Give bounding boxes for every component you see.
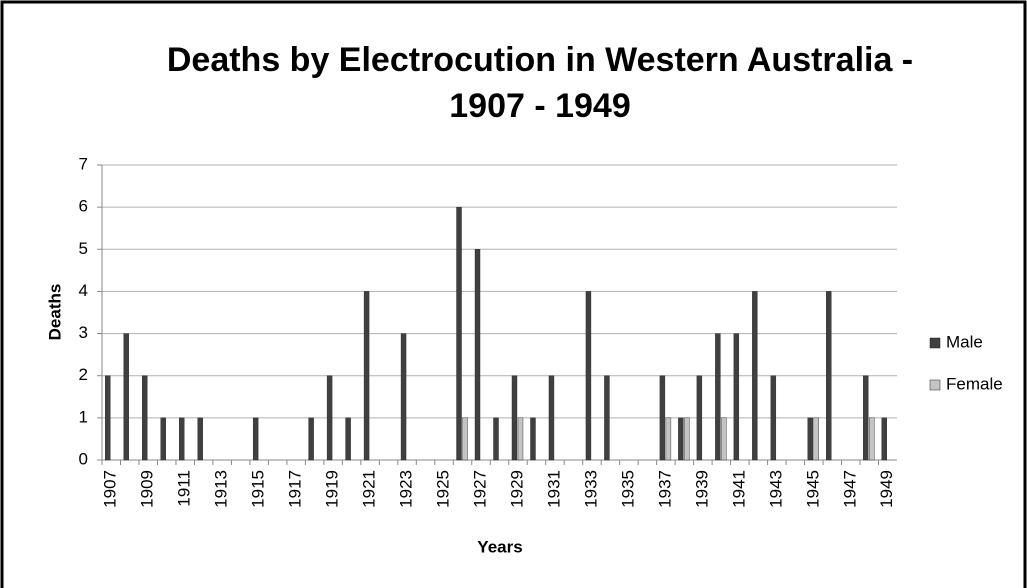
x-tick-label: 1907	[101, 470, 120, 508]
y-tick-label: 3	[79, 323, 88, 342]
x-tick-label: 1943	[766, 470, 785, 508]
x-tick-label: 1921	[360, 470, 379, 508]
x-tick-label: 1913	[212, 470, 231, 508]
legend-swatch	[929, 337, 941, 349]
bar	[178, 417, 185, 461]
y-tick-label: 2	[79, 365, 88, 384]
x-tick-label: 1935	[618, 470, 637, 508]
bar	[665, 417, 672, 461]
x-tick-label: 1925	[434, 470, 453, 508]
x-tick-label: 1931	[544, 470, 563, 508]
x-tick-label: 1949	[877, 470, 896, 508]
bar	[363, 291, 370, 461]
x-tick-label: 1919	[323, 470, 342, 508]
bar	[548, 375, 555, 461]
bar	[684, 417, 690, 461]
bar	[105, 375, 111, 461]
legend-label: Female	[946, 374, 1003, 393]
x-tick-label: 1923	[397, 470, 416, 508]
bar	[715, 333, 721, 461]
y-tick-label: 7	[79, 154, 88, 173]
y-tick-label: 5	[79, 239, 88, 258]
bar	[696, 375, 703, 461]
chart-subtitle: 1907 - 1949	[449, 87, 631, 125]
x-tick-label: 1945	[803, 470, 822, 508]
bar	[869, 417, 875, 461]
x-tick-label: 1937	[655, 470, 674, 508]
bar	[813, 417, 820, 461]
y-tick-label: 4	[79, 281, 88, 300]
bar	[511, 375, 518, 461]
x-tick-label: 1911	[175, 470, 194, 507]
bar	[197, 417, 203, 461]
bar	[123, 333, 129, 461]
x-tick-label: 1933	[581, 470, 600, 508]
bar	[142, 375, 148, 461]
x-axis-label: Years	[477, 537, 522, 556]
x-tick-label: 1941	[729, 470, 748, 508]
x-tick-label: 1939	[692, 470, 711, 508]
x-tick-label: 1909	[138, 470, 157, 508]
bar	[826, 291, 832, 461]
bar	[308, 417, 314, 461]
bar	[326, 375, 333, 461]
bar	[493, 417, 499, 461]
bar	[585, 291, 592, 461]
x-tick-label: 1947	[840, 470, 859, 508]
bar	[659, 375, 666, 461]
x-tick-label: 1927	[470, 470, 489, 508]
legend-swatch	[929, 379, 941, 391]
bar	[752, 291, 758, 461]
bar	[474, 249, 481, 461]
x-tick-label: 1915	[249, 470, 268, 508]
bar	[252, 417, 259, 461]
y-tick-label: 1	[79, 407, 88, 426]
y-tick-label: 0	[79, 449, 88, 468]
bar	[160, 417, 166, 461]
legend-label: Male	[946, 332, 983, 351]
chart-title: Deaths by Electrocution in Western Austr…	[167, 41, 913, 79]
y-axis-label: Deaths	[45, 284, 64, 341]
bar	[881, 417, 887, 461]
x-tick-label: 1929	[507, 470, 526, 508]
bar	[456, 206, 462, 461]
x-tick-label: 1917	[286, 470, 305, 508]
bar	[678, 417, 684, 461]
bar	[517, 417, 524, 461]
bar	[863, 375, 869, 461]
bar	[807, 417, 814, 461]
bar	[400, 333, 407, 461]
bar	[345, 417, 351, 461]
bar	[733, 333, 740, 461]
bar	[462, 417, 468, 461]
bar	[530, 417, 536, 461]
bar	[604, 375, 610, 461]
bar	[770, 375, 777, 461]
bar	[721, 417, 727, 461]
y-tick-label: 6	[79, 197, 88, 216]
